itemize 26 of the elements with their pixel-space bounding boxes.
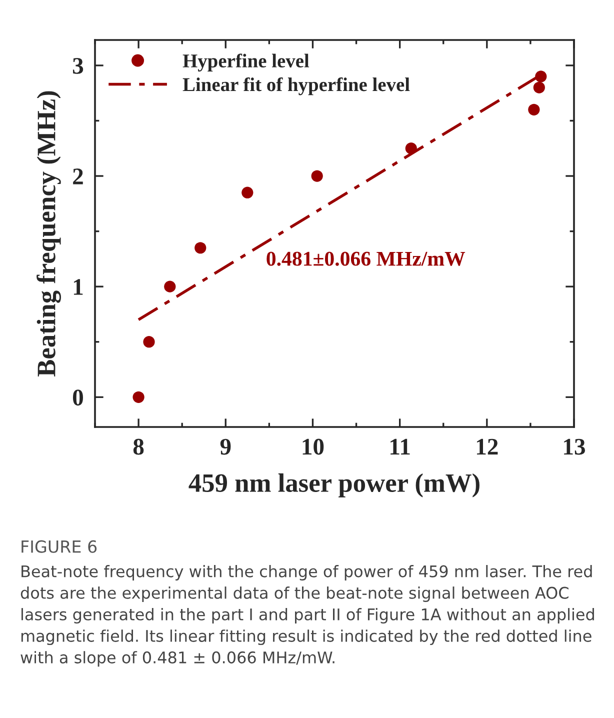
point [194,242,206,254]
x-tick-label: 12 [476,438,498,454]
point [311,170,323,182]
point [533,82,545,94]
point [535,70,547,82]
y-tick-label: 2 [73,168,83,184]
x-tick-label: 9 [220,438,231,455]
point [242,186,254,198]
y-tick-label: 3 [72,58,84,74]
point [132,391,144,403]
point [528,104,540,116]
x-tick-label: 10 [302,438,324,455]
point [143,336,155,348]
x-tick-label: 8 [133,438,144,455]
text: Beat-note frequency with the change of power of 459 nm laser. The red dots are the experimental data of the beat-note signal between AOC lasers generated in the part I and part II of Figure 1A without an applied magnetic field. Its linear fitting result is indicated by the red dotted line with a slope of 0.481 ± 0.066 MHz/mW. [20,565,594,667]
x-axis-title: 459 nm laser power (mW) [188,473,480,498]
y-tick-label: 0 [72,390,83,406]
y-tick-label: 1 [74,279,83,295]
legend-label: Hyperfine level [182,54,310,72]
x-tick-label: 11 [390,438,410,454]
legend-label: Linear fit of hyperfine level [182,77,410,96]
point [164,280,176,292]
y-axis-title: Beating frequency (MHz) [36,91,61,376]
caption: FIGURE 6 [22,540,97,553]
annotation: 0.481±0.066 MHz/mW [266,252,466,266]
x-tick-label: 13 [564,438,585,455]
